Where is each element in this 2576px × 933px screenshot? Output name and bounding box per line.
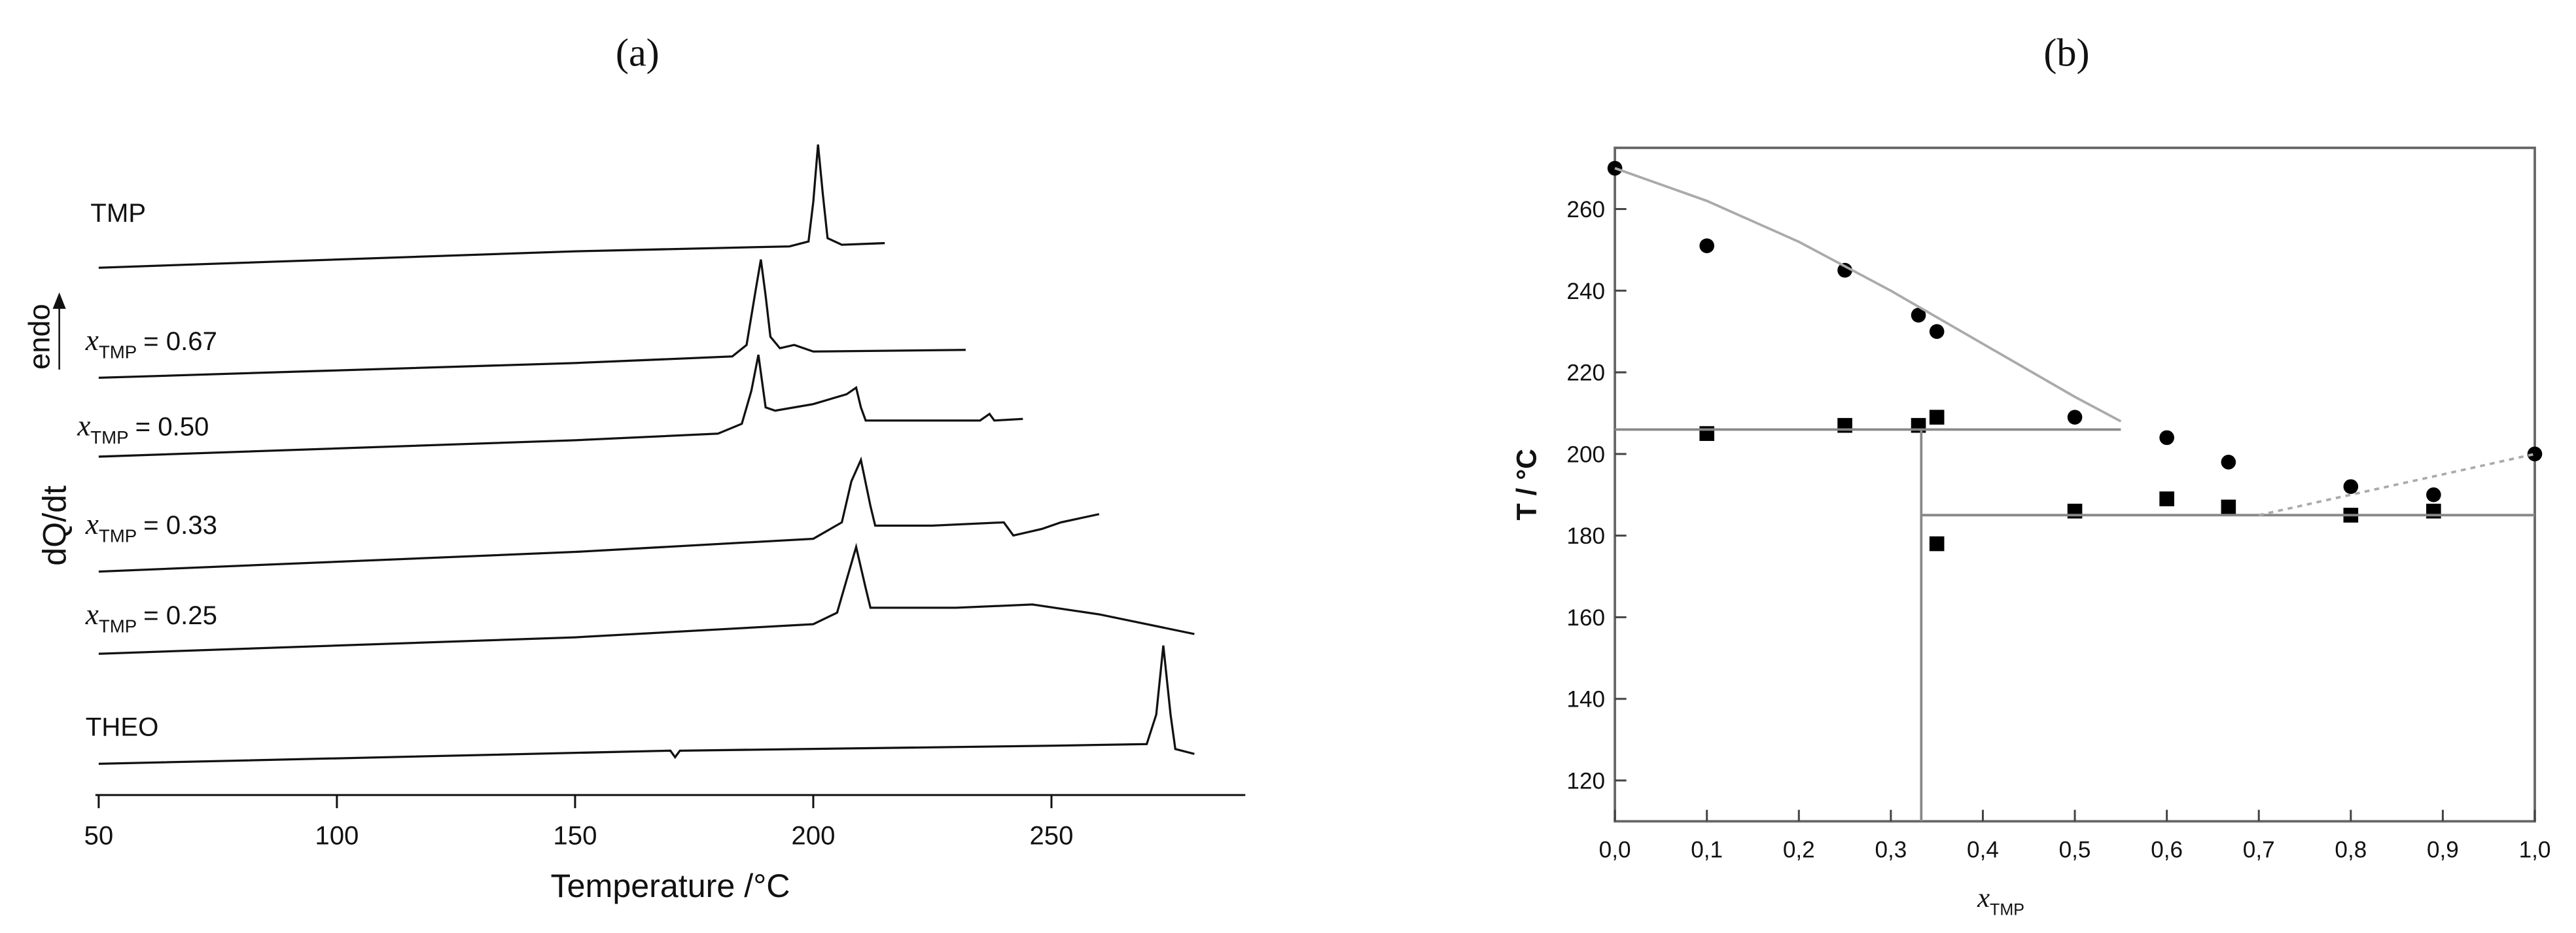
- x-axis-label: Temperature /°C: [550, 868, 790, 904]
- data-point: [2221, 499, 2236, 515]
- series-name: = 0.33: [143, 510, 217, 540]
- series-label: xTMP = 0.25: [85, 598, 217, 637]
- x-tick-label: 0,2: [1783, 837, 1815, 863]
- data-point: [2159, 430, 2174, 446]
- series-label: xTMP = 0.67: [85, 324, 217, 362]
- x-axis-label: xTMP: [1977, 883, 2024, 919]
- series-symbol: x: [85, 324, 99, 357]
- y-tick-label: 200: [1566, 442, 1605, 467]
- series-subscript: TMP: [99, 342, 137, 362]
- series-subscript: TMP: [99, 525, 137, 546]
- series-name: = 0.67: [143, 326, 217, 356]
- x-tick-label: 0,5: [2059, 837, 2091, 863]
- y-tick-label: 120: [1566, 768, 1605, 794]
- data-point: [2067, 410, 2083, 425]
- data-point: [2159, 491, 2174, 506]
- series-subscript: TMP: [90, 427, 128, 448]
- x-tick-label: 0,3: [1875, 837, 1907, 863]
- series-label: xTMP = 0.33: [85, 508, 217, 546]
- x-tick-label: 200: [791, 820, 835, 850]
- annotation: endo: [23, 304, 56, 370]
- series-symbol: x: [85, 598, 99, 631]
- dsc-curve: [98, 456, 1100, 573]
- series-symbol: x: [77, 409, 90, 442]
- series-symbol: x: [85, 508, 99, 540]
- x-tick-label: 0,0: [1599, 837, 1631, 863]
- data-point: [1929, 324, 1945, 339]
- y-axis-label: dQ/dt: [37, 485, 73, 566]
- x-tick-label: 1,0: [2519, 837, 2551, 863]
- y-tick-label: 260: [1566, 197, 1605, 222]
- series-name: = 0.50: [135, 412, 209, 441]
- y-tick-label: 240: [1566, 279, 1605, 304]
- phase-line: [1614, 167, 2122, 423]
- series-label: xTMP = 0.50: [77, 409, 209, 448]
- x-tick-label: 0,7: [2243, 837, 2275, 863]
- x-tick-label: 250: [1029, 820, 1073, 850]
- x-tick-label: 0,6: [2151, 837, 2183, 863]
- dsc-curve: [98, 645, 1195, 766]
- data-point: [1929, 536, 1945, 552]
- data-point: [2343, 479, 2359, 495]
- data-point: [2527, 446, 2543, 462]
- series-name: = 0.25: [143, 601, 217, 630]
- data-point: [2221, 455, 2236, 470]
- x-tick-label: 0,9: [2427, 837, 2459, 863]
- y-tick-label: 160: [1566, 605, 1605, 631]
- plot-frame: [1614, 147, 2536, 823]
- y-axis-label: T / °C: [1511, 449, 1543, 520]
- dsc-curve: [98, 542, 1195, 655]
- x-tick-label: 0,1: [1691, 837, 1723, 863]
- dsc-curve: [98, 259, 966, 379]
- series-name: TMP: [90, 198, 146, 228]
- x-tick-label: 100: [315, 820, 359, 850]
- series-label: TMP: [90, 198, 146, 228]
- data-point: [1929, 410, 1945, 425]
- y-tick-label: 220: [1566, 361, 1605, 386]
- x-axis-symbol: x: [1977, 883, 1990, 913]
- data-point: [2426, 487, 2441, 502]
- series-label: THEO: [86, 713, 159, 742]
- phase-line: [2258, 453, 2535, 517]
- arrow-head: [52, 292, 66, 309]
- panel-title: (a): [616, 31, 660, 75]
- dsc-curve: [98, 144, 885, 269]
- series-subscript: TMP: [99, 616, 137, 637]
- series-name: THEO: [86, 713, 159, 742]
- dsc-curve: [98, 354, 1023, 458]
- panel-title: (b): [2043, 31, 2089, 75]
- data-point: [1911, 308, 1926, 323]
- data-point: [1837, 262, 1852, 278]
- x-tick-label: 50: [84, 820, 114, 850]
- data-point: [1699, 238, 1714, 253]
- x-tick-label: 0,8: [2335, 837, 2367, 863]
- y-tick-label: 140: [1566, 687, 1605, 713]
- y-tick-label: 180: [1566, 523, 1605, 549]
- x-tick-label: 0,4: [1967, 837, 1999, 863]
- x-tick-label: 150: [553, 820, 597, 850]
- x-axis-subscript: TMP: [1990, 900, 2024, 919]
